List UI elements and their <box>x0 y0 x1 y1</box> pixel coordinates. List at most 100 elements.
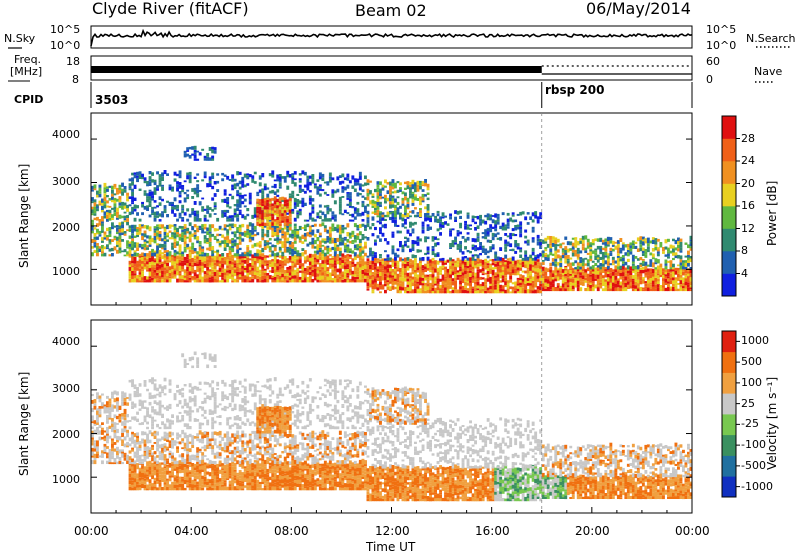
velocity-cell <box>158 444 162 449</box>
power-cell <box>551 283 555 288</box>
power-cell <box>276 271 280 275</box>
power-cell <box>186 280 190 283</box>
power-cell <box>128 188 132 191</box>
power-cell <box>636 268 640 272</box>
power-cell <box>271 216 275 221</box>
power-cell <box>278 176 282 181</box>
power-cell <box>654 267 658 270</box>
power-cell <box>266 199 270 203</box>
velocity-cell <box>101 406 104 409</box>
power-cell <box>431 277 435 281</box>
power-cell <box>138 263 142 267</box>
power-cell <box>554 243 558 247</box>
power-cell <box>196 173 200 176</box>
power-cell <box>406 229 410 234</box>
power-cell <box>416 274 420 279</box>
power-cell <box>471 288 475 291</box>
power-cell <box>677 277 680 281</box>
power-cell <box>141 271 144 274</box>
power-cell <box>138 227 142 232</box>
power-cell <box>278 209 282 214</box>
power-cell <box>606 265 610 270</box>
power-cell <box>298 265 302 269</box>
power-cell <box>536 275 540 279</box>
power-cell <box>151 275 154 278</box>
power-cell <box>519 278 523 281</box>
power-cell <box>416 270 420 273</box>
power-cell <box>496 237 500 240</box>
velocity-cell <box>168 388 172 393</box>
power-cell <box>426 236 430 240</box>
power-cell <box>293 205 297 209</box>
power-cell <box>168 256 172 261</box>
power-cell <box>116 207 119 212</box>
power-cell <box>651 248 655 252</box>
power-cell <box>166 232 169 236</box>
power-cell <box>509 257 513 262</box>
power-cell <box>193 255 197 259</box>
power-cell <box>464 261 467 266</box>
power-cell <box>366 203 370 207</box>
power-cell <box>399 216 402 220</box>
power-cell <box>288 206 292 210</box>
power-cell <box>278 264 282 267</box>
velocity-cell <box>98 430 102 435</box>
power-cell <box>426 246 430 251</box>
power-cell <box>389 192 392 195</box>
power-cell <box>291 208 295 212</box>
power-cell <box>479 276 482 280</box>
power-cell <box>153 262 157 265</box>
power-cell <box>584 280 588 283</box>
power-cell <box>599 272 603 276</box>
power-cell <box>358 247 362 253</box>
power-cell <box>286 267 290 270</box>
power-cell <box>216 262 220 267</box>
power-cell <box>341 196 345 198</box>
power-cell <box>411 276 415 280</box>
power-cell <box>494 263 498 267</box>
power-cell <box>674 247 678 251</box>
power-cell <box>261 256 265 261</box>
power-cell <box>236 230 240 233</box>
power-cell <box>351 234 355 238</box>
power-cell <box>118 247 122 251</box>
power-cell <box>263 246 267 250</box>
power-cell <box>338 260 342 265</box>
power-cell <box>506 260 510 266</box>
power-cell <box>564 288 568 292</box>
power-cell <box>128 241 132 244</box>
power-cell <box>501 270 505 272</box>
power-cell <box>404 240 407 244</box>
velocity-cell <box>91 418 94 422</box>
power-cell <box>183 241 187 245</box>
velocity-cell <box>146 452 149 456</box>
velocity-cell <box>143 466 147 471</box>
power-cell <box>672 286 675 292</box>
power-cell <box>348 261 352 264</box>
power-cell <box>191 226 195 231</box>
power-cell <box>211 149 215 154</box>
power-cell <box>313 266 317 269</box>
power-cell <box>131 191 134 197</box>
velocity-cell <box>168 462 172 466</box>
power-cell <box>669 288 673 292</box>
power-cell <box>283 200 287 204</box>
power-cell <box>374 262 377 267</box>
velocity-cell <box>126 429 129 433</box>
power-cell <box>123 186 127 190</box>
power-cell <box>338 234 342 238</box>
power-cell <box>148 278 152 283</box>
power-cell <box>126 195 129 199</box>
power-cell <box>351 213 355 218</box>
power-cell <box>353 279 357 283</box>
power-cell <box>489 246 493 250</box>
power-cell <box>171 237 174 240</box>
power-cell <box>286 241 290 244</box>
power-cell <box>389 274 392 278</box>
power-cell <box>316 250 320 255</box>
power-cell <box>631 261 635 264</box>
power-cell <box>178 278 182 283</box>
velocity-cell <box>91 408 94 413</box>
power-cell <box>338 272 342 275</box>
power-cell <box>351 262 355 265</box>
